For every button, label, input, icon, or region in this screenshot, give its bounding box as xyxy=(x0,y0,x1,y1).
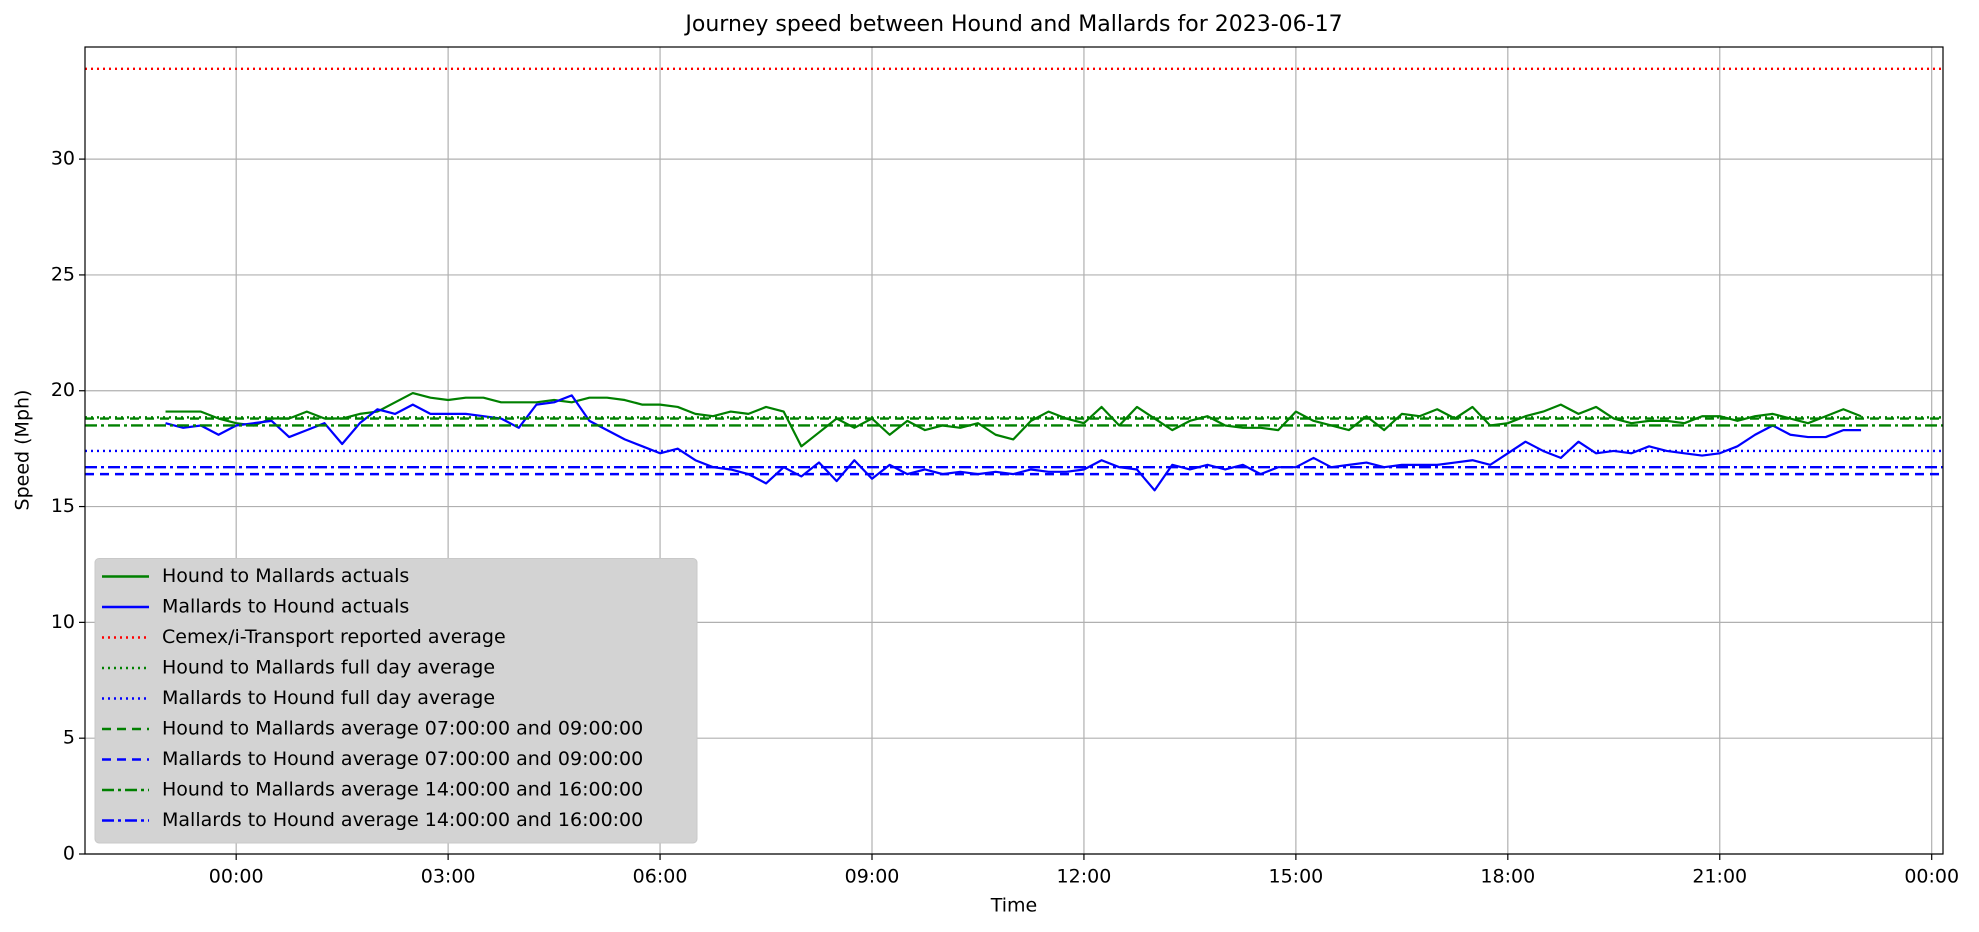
y-tick-label: 15 xyxy=(51,495,75,517)
x-tick-label: 00:00 xyxy=(209,866,264,888)
x-tick-label: 21:00 xyxy=(1692,866,1747,888)
x-tick-label: 12:00 xyxy=(1057,866,1112,888)
y-tick-label: 25 xyxy=(51,263,75,285)
legend-label: Hound to Mallards actuals xyxy=(162,565,409,587)
y-tick-label: 5 xyxy=(63,727,75,749)
y-tick-label: 30 xyxy=(51,148,75,170)
x-tick-label: 03:00 xyxy=(421,866,476,888)
y-axis-label: Speed (Mph) xyxy=(12,390,34,511)
legend-label: Mallards to Hound average 14:00:00 and 1… xyxy=(162,809,643,831)
legend-label: Mallards to Hound average 07:00:00 and 0… xyxy=(162,748,643,770)
legend: Hound to Mallards actuals Mallards to Hou… xyxy=(94,558,698,844)
legend-label: Hound to Mallards full day average xyxy=(162,657,495,679)
legend-label: Mallards to Hound full day average xyxy=(162,687,495,709)
x-tick-label: 18:00 xyxy=(1480,866,1535,888)
legend-label: Mallards to Hound actuals xyxy=(162,596,409,618)
chart-title: Journey speed between Hound and Mallards… xyxy=(683,12,1342,37)
x-tick-label: 15:00 xyxy=(1268,866,1323,888)
x-axis-label: Time xyxy=(990,895,1038,917)
x-tick-label: 00:00 xyxy=(1904,866,1959,888)
y-tick-label: 20 xyxy=(51,379,75,401)
legend-label: Cemex/i-Transport reported average xyxy=(162,626,506,648)
plot-frame xyxy=(84,46,1944,855)
series-line xyxy=(165,394,1862,492)
x-tick-label: 09:00 xyxy=(845,866,900,888)
y-tick-label: 10 xyxy=(51,611,75,633)
y-tick-label: 0 xyxy=(63,843,75,865)
legend-label: Hound to Mallards average 14:00:00 and 1… xyxy=(162,779,643,801)
legend-label: Hound to Mallards average 07:00:00 and 0… xyxy=(162,718,643,740)
series-line xyxy=(165,391,1862,448)
x-tick-label: 06:00 xyxy=(633,866,688,888)
legend-box xyxy=(94,558,698,844)
